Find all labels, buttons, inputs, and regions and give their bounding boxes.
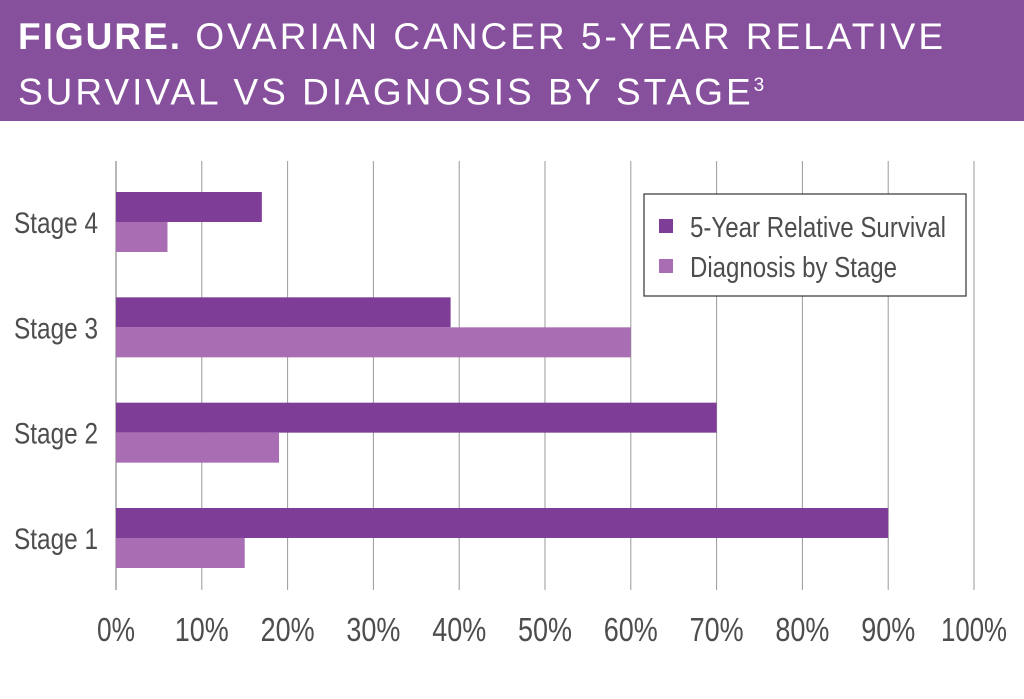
title-superscript: 3 — [753, 75, 765, 96]
x-tick-label: 60% — [604, 611, 658, 648]
x-tick-label: 30% — [346, 611, 400, 648]
x-tick-label: 0% — [97, 611, 135, 648]
category-label: Stage 3 — [14, 312, 98, 345]
x-tick-label: 80% — [775, 611, 829, 648]
x-tick-labels: 0% 10% 20% 30% 40% 50% 60% 70% 80% 90% 100% — [97, 611, 1007, 648]
x-tick-label: 100% — [941, 611, 1007, 648]
x-tick-label: 50% — [518, 611, 572, 648]
legend-box — [643, 193, 967, 297]
bar-chart: Stage 4 Stage 3 Stage 2 Stage 1 0% 10% 20% 30%… — [14, 161, 1007, 648]
title-text-2: SURVIVAL VS DIAGNOSIS BY STAGE — [18, 71, 754, 113]
legend-swatch — [659, 259, 673, 273]
x-tick-label: 70% — [690, 611, 744, 648]
category-labels: Stage 4 Stage 3 Stage 2 Stage 1 — [14, 207, 98, 556]
figure-header: FIGURE. OVARIAN CANCER 5-YEAR RELATIVE S… — [0, 0, 1024, 121]
bar-diagnosis — [116, 537, 245, 568]
bar-diagnosis — [116, 327, 631, 358]
figure-label: FIGURE. — [18, 16, 183, 57]
category-label: Stage 1 — [14, 523, 98, 556]
bar-diagnosis — [116, 222, 168, 252]
bar-survival — [116, 192, 262, 222]
bars — [116, 192, 889, 568]
title-text-1: OVARIAN CANCER 5-YEAR RELATIVE — [195, 16, 947, 57]
category-label: Stage 2 — [14, 418, 98, 451]
category-label: Stage 4 — [14, 207, 98, 240]
legend-label: 5-Year Relative Survival — [690, 212, 946, 244]
x-tick-label: 40% — [432, 611, 486, 648]
chart-area: Stage 4 Stage 3 Stage 2 Stage 1 0% 10% 20% 30%… — [0, 121, 1024, 694]
title-line-1: FIGURE. OVARIAN CANCER 5-YEAR RELATIVE — [18, 12, 1024, 61]
bar-survival — [116, 402, 717, 433]
legend: 5-Year Relative Survival Diagnosis by Sta… — [643, 193, 967, 297]
x-tick-label: 90% — [861, 611, 915, 648]
bar-survival — [116, 297, 451, 328]
x-tick-label: 10% — [175, 611, 229, 648]
legend-swatch — [659, 219, 673, 233]
bar-diagnosis — [116, 432, 280, 463]
legend-label: Diagnosis by Stage — [690, 252, 897, 284]
bar-survival — [116, 507, 889, 538]
title-line-2: SURVIVAL VS DIAGNOSIS BY STAGE3 — [18, 61, 1024, 116]
x-tick-label: 20% — [261, 611, 315, 648]
